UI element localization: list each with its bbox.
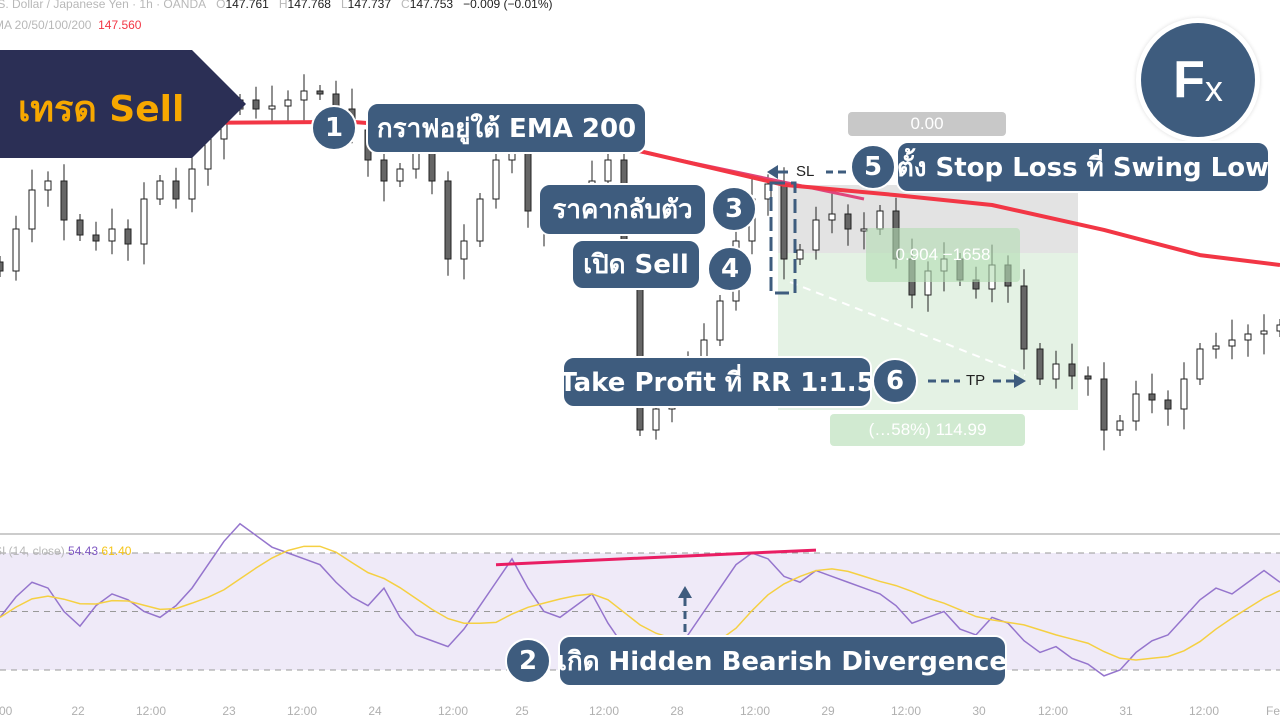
- divergence-line: [495, 548, 817, 567]
- x-tick-label: 23: [222, 704, 236, 718]
- candle-body: [284, 99, 292, 107]
- candle-body: [396, 168, 404, 182]
- step-4-label: เปิด Sell: [571, 239, 701, 290]
- candle-body: [796, 249, 804, 260]
- step-4-badge: 4: [707, 246, 753, 292]
- candle-body: [1132, 393, 1140, 422]
- candle-body: [1164, 399, 1172, 410]
- position-target-label: (…58%) 114.99: [830, 414, 1025, 446]
- candle-body: [652, 408, 660, 431]
- symbol-header: .S. Dollar / Japanese Yen · 1h · OANDA O…: [0, 0, 553, 11]
- candle-body: [780, 183, 788, 260]
- step-3-badge: 3: [711, 186, 757, 232]
- x-tick-label: 22: [71, 704, 85, 718]
- x-tick-label: 12:00: [739, 704, 771, 718]
- candle-body: [876, 210, 884, 230]
- sl-marker: SL: [796, 163, 815, 180]
- candle-body: [1068, 363, 1076, 377]
- step-2-label: เกิด Hidden Bearish Divergence: [558, 635, 1007, 687]
- candle-body: [1052, 363, 1060, 380]
- candle-body: [1036, 348, 1044, 380]
- candle-body: [60, 180, 68, 221]
- banner-shape: [0, 50, 246, 158]
- candle-body: [428, 150, 436, 182]
- candle-body: [1020, 285, 1028, 350]
- candle-body: [12, 228, 20, 272]
- candle-body: [716, 300, 724, 341]
- candle-body: [444, 180, 452, 260]
- x-tick-label: 30: [972, 704, 986, 718]
- candle-body: [124, 228, 132, 245]
- candle-body: [268, 105, 276, 110]
- rsi-ma-line: [0, 545, 1280, 661]
- x-tick-label: 31: [1119, 704, 1133, 718]
- candle-body: [1228, 339, 1236, 347]
- candle-body: [1260, 330, 1268, 335]
- x-tick-label: 12:00: [1037, 704, 1069, 718]
- candle-body: [1148, 393, 1156, 401]
- x-tick-label: 29: [821, 704, 835, 718]
- candle-body: [252, 99, 260, 110]
- candle-body: [460, 240, 468, 260]
- candle-body: [1100, 378, 1108, 431]
- candle-body: [492, 159, 500, 200]
- candle-body: [156, 180, 164, 200]
- candle-body: [92, 234, 100, 242]
- x-tick-label: 12:00: [1188, 704, 1220, 718]
- candle-body: [316, 90, 324, 95]
- x-tick-label: 12:00: [135, 704, 167, 718]
- candle-body: [380, 159, 388, 182]
- position-stop-label: 0.904 −1658: [866, 228, 1020, 282]
- tp-marker: TP: [966, 372, 986, 389]
- x-tick-label: Fe: [1265, 704, 1280, 718]
- step-5-label: ตั้ง Stop Loss ที่ Swing Low: [896, 141, 1270, 193]
- candle-body: [76, 219, 84, 236]
- candle-body: [1212, 345, 1220, 350]
- rsi-legend[interactable]: SI (14, close) 54.43 61.40: [0, 544, 132, 558]
- x-tick-label: 28: [670, 704, 684, 718]
- position-path-line: [789, 281, 1026, 376]
- candle-body: [1084, 375, 1092, 380]
- x-tick-label: 24: [368, 704, 382, 718]
- candle-body: [1180, 378, 1188, 410]
- step-1-label: กราฟอยู่ใต้ EMA 200: [366, 102, 647, 154]
- candle-body: [188, 168, 196, 200]
- candle-body: [108, 228, 116, 242]
- x-tick-label: 12:00: [890, 704, 922, 718]
- candle-body: [1116, 420, 1124, 431]
- x-tick-label: 25: [515, 704, 529, 718]
- x-tick-label: 12:00: [437, 704, 469, 718]
- step-1-badge: 1: [311, 105, 357, 151]
- candle-body: [812, 219, 820, 251]
- candle-body: [172, 180, 180, 200]
- candle-body: [604, 159, 612, 182]
- candle-body: [1276, 324, 1280, 332]
- step-3-label: ราคากลับตัว: [538, 183, 707, 236]
- candle-body: [0, 261, 4, 272]
- candle-body: [524, 150, 532, 212]
- step-2-badge: 2: [505, 638, 551, 684]
- step-6-badge: 6: [872, 358, 918, 404]
- candle-body: [764, 183, 772, 200]
- candle-body: [300, 90, 308, 101]
- candle-body: [476, 198, 484, 242]
- candle-body: [844, 213, 852, 230]
- step-6-label: Take Profit ที่ RR 1:1.5: [559, 356, 875, 408]
- candle-body: [140, 198, 148, 245]
- x-tick-label: 12:00: [286, 704, 318, 718]
- candle-body: [1196, 348, 1204, 380]
- candle-body: [828, 213, 836, 221]
- step-5-badge: 5: [850, 144, 896, 190]
- candle-body: [28, 189, 36, 230]
- ema-legend[interactable]: MA 20/50/100/200 147.560: [0, 18, 142, 32]
- banner-title: เทรด Sell: [18, 89, 185, 130]
- x-tick-label: :00: [0, 704, 13, 718]
- candle-body: [44, 180, 52, 191]
- candle-body: [1244, 333, 1252, 341]
- position-top-label: 0.00: [848, 112, 1006, 136]
- x-tick-label: 12:00: [588, 704, 620, 718]
